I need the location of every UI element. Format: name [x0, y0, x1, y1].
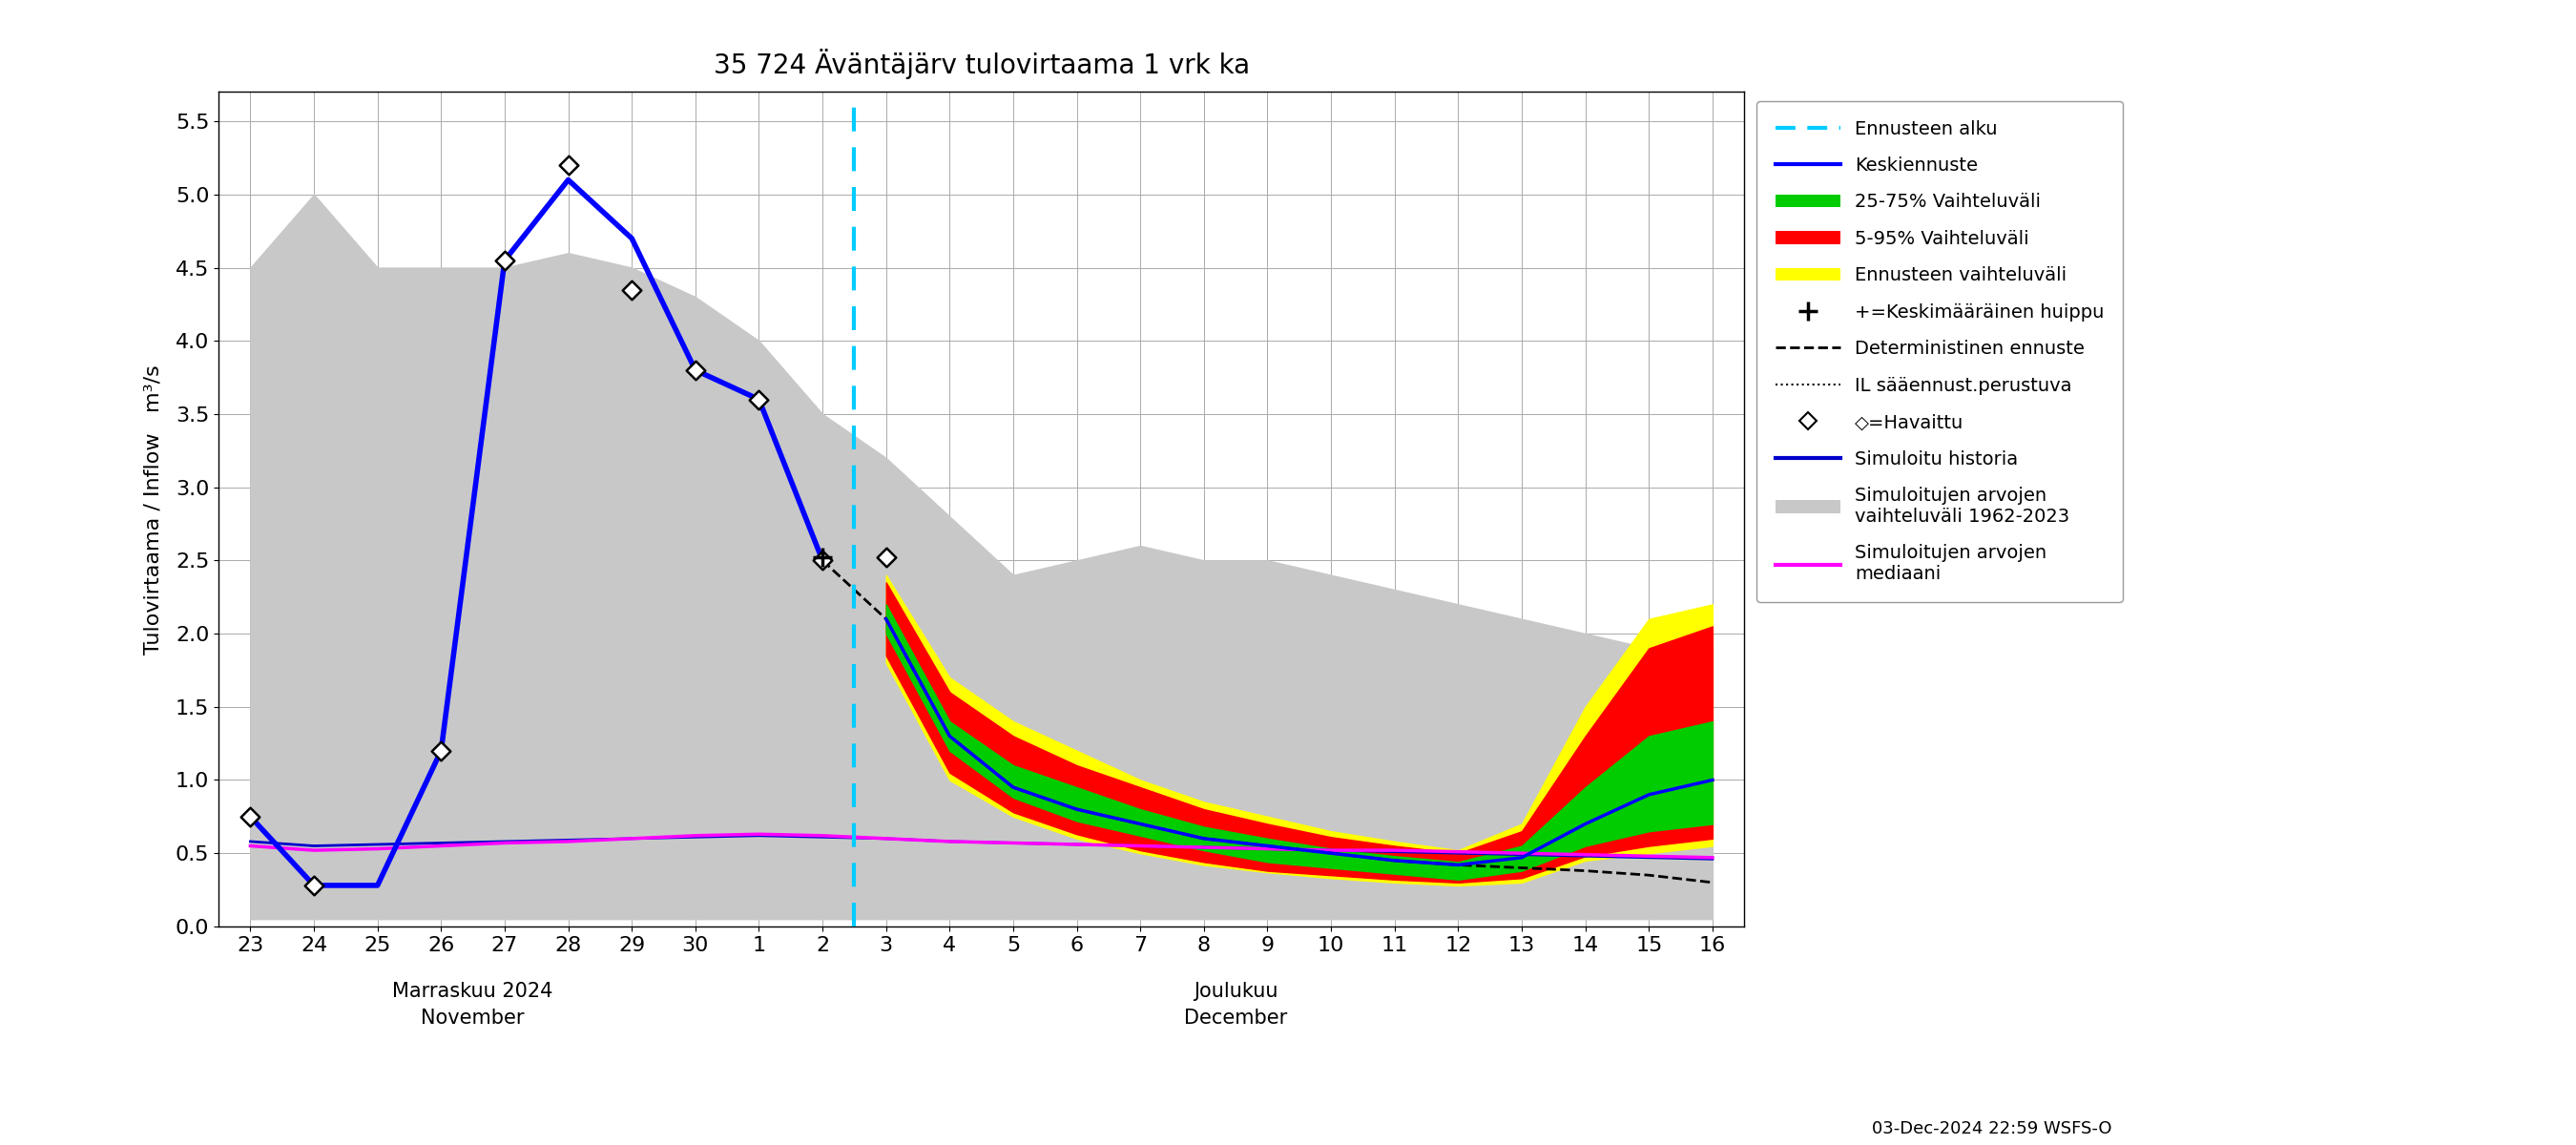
Text: Joulukuu: Joulukuu — [1193, 982, 1278, 1001]
Text: December: December — [1185, 1009, 1288, 1028]
Point — [611, 281, 652, 299]
Point — [229, 807, 270, 826]
Point — [420, 742, 461, 760]
Legend: Ennusteen alku, Keskiennuste, 25-75% Vaihteluväli, 5-95% Vaihteluväli, Ennusteen: Ennusteen alku, Keskiennuste, 25-75% Vai… — [1757, 101, 2123, 602]
Text: 03-Dec-2024 22:59 WSFS-O: 03-Dec-2024 22:59 WSFS-O — [1873, 1120, 2112, 1137]
Point — [675, 361, 716, 379]
Y-axis label: Tulovirtaama / Inflow   m³/s: Tulovirtaama / Inflow m³/s — [144, 364, 162, 654]
Title: 35 724 Äväntäjärv tulovirtaama 1 vrk ka: 35 724 Äväntäjärv tulovirtaama 1 vrk ka — [714, 48, 1249, 79]
Text: Marraskuu 2024: Marraskuu 2024 — [392, 982, 554, 1001]
Point — [294, 876, 335, 894]
Point — [866, 548, 907, 567]
Text: November: November — [420, 1009, 526, 1028]
Point — [739, 390, 781, 409]
Point — [484, 251, 526, 269]
Point — [801, 551, 842, 569]
Point — [549, 156, 590, 174]
